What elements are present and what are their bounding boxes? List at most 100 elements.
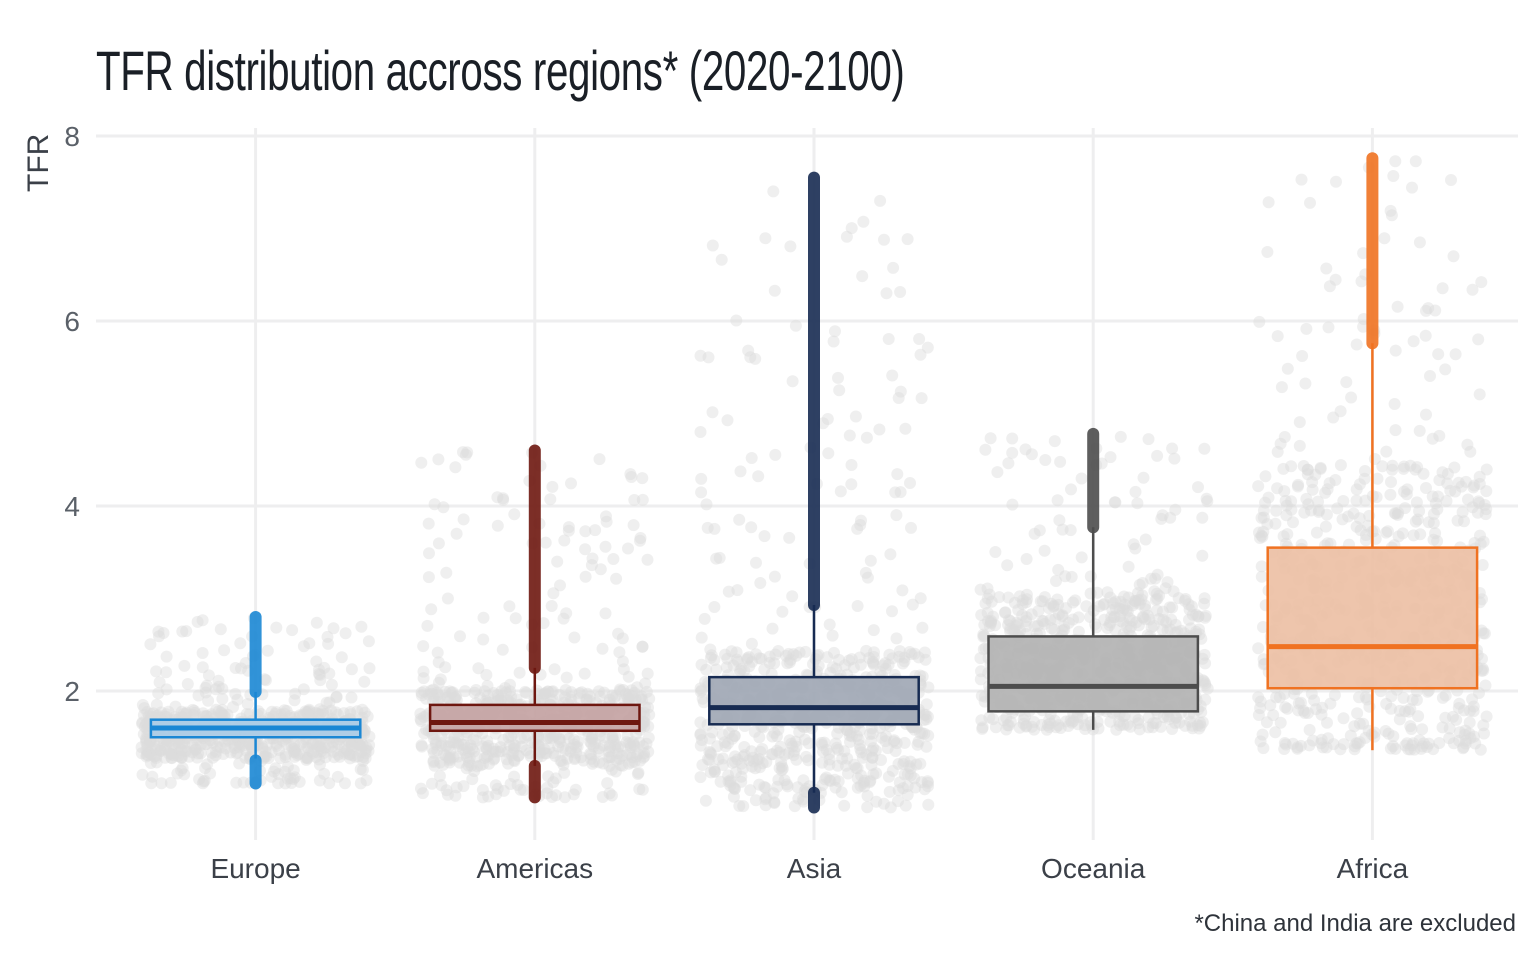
jitter-point [534,746,547,759]
jitter-point [320,707,333,720]
jitter-point [1334,459,1347,472]
jitter-point [180,706,193,719]
jitter-point [1261,518,1274,531]
jitter-point [711,740,724,753]
jitter-point [1048,435,1061,448]
jitter-point [631,747,644,760]
jitter-point [856,751,869,764]
jitter-point [613,646,626,659]
jitter-point [344,752,357,765]
jitter-point [1476,559,1489,571]
jitter-point [150,698,163,711]
jitter-point [503,739,516,752]
jitter-point [459,685,472,698]
jitter-point [427,756,440,768]
jitter-point [884,801,897,814]
jitter-point [474,691,487,704]
jitter-point [1062,720,1075,732]
jitter-point [1182,598,1195,611]
jitter-point [1114,719,1126,732]
jitter-point [441,691,454,704]
jitter-point [1303,739,1316,752]
jitter-point [1256,530,1269,543]
jitter-point [144,638,157,651]
jitter-point [708,522,721,535]
jitter-point [568,631,581,644]
jitter-point [1167,585,1180,598]
jitter-point [598,731,611,744]
jitter-point [136,699,149,711]
jitter-point [1193,623,1205,636]
jitter-point [358,675,371,688]
jitter-point [1105,611,1118,623]
jitter-point [891,468,904,481]
jitter-point [749,762,762,775]
jitter-point [766,748,779,761]
jitter-point [288,750,301,763]
jitter-point [293,709,306,722]
jitter-point [696,692,709,705]
jitter-point [288,742,301,755]
jitter-point [875,754,887,766]
jitter-point [431,688,444,701]
y-tick-label: 2 [64,676,80,707]
jitter-point [1051,494,1064,507]
jitter-point [1065,483,1077,496]
jitter-point [418,711,430,723]
jitter-point [1110,723,1123,736]
jitter-point [822,447,835,460]
jitter-point [1150,587,1163,600]
jitter-point [302,705,315,718]
jitter-point [1475,664,1488,677]
jitter-point [1008,624,1021,636]
jitter-point [164,776,177,789]
jitter-point [230,776,243,789]
jitter-point [546,693,559,706]
jitter-point [728,729,741,742]
jitter-point [538,743,551,756]
jitter-point [857,215,870,228]
jitter-point [301,741,314,754]
jitter-point [505,730,518,742]
jitter-point [622,542,634,555]
jitter-point [870,795,883,808]
jitter-point [1385,209,1398,222]
jitter-point [976,722,989,735]
jitter-point [1271,330,1284,343]
jitter-point [1129,595,1142,608]
jitter-point [817,745,829,758]
jitter-point [1451,514,1464,527]
jitter-point [1252,642,1265,655]
jitter-point [1463,716,1476,729]
jitter-point [880,287,893,300]
jitter-point [459,448,472,461]
jitter-point [542,731,555,744]
jitter-point [887,261,900,274]
jitter-point [1321,537,1334,550]
jitter-point [1079,723,1092,735]
jitter-point [460,729,473,742]
jitter-point [562,524,575,537]
jitter-point [513,666,526,679]
jitter-point [732,655,744,668]
jitter-point [353,738,366,751]
jitter-point [467,733,480,746]
jitter-point [1154,720,1167,733]
jitter-point [634,692,647,705]
jitter-point [587,740,600,753]
jitter-point [622,692,635,705]
jitter-point [977,628,990,641]
jitter-point [1302,498,1315,511]
jitter-point [759,799,772,812]
jitter-point [137,709,150,722]
jitter-point [904,755,917,768]
jitter-point [1025,608,1038,621]
jitter-point [196,647,209,659]
jitter-point [234,637,247,650]
jitter-point [999,606,1012,619]
jitter-point [892,392,905,404]
jitter-point [1355,275,1368,288]
jitter-point [855,514,867,527]
jitter-point [188,704,201,717]
jitter-point [918,708,930,721]
